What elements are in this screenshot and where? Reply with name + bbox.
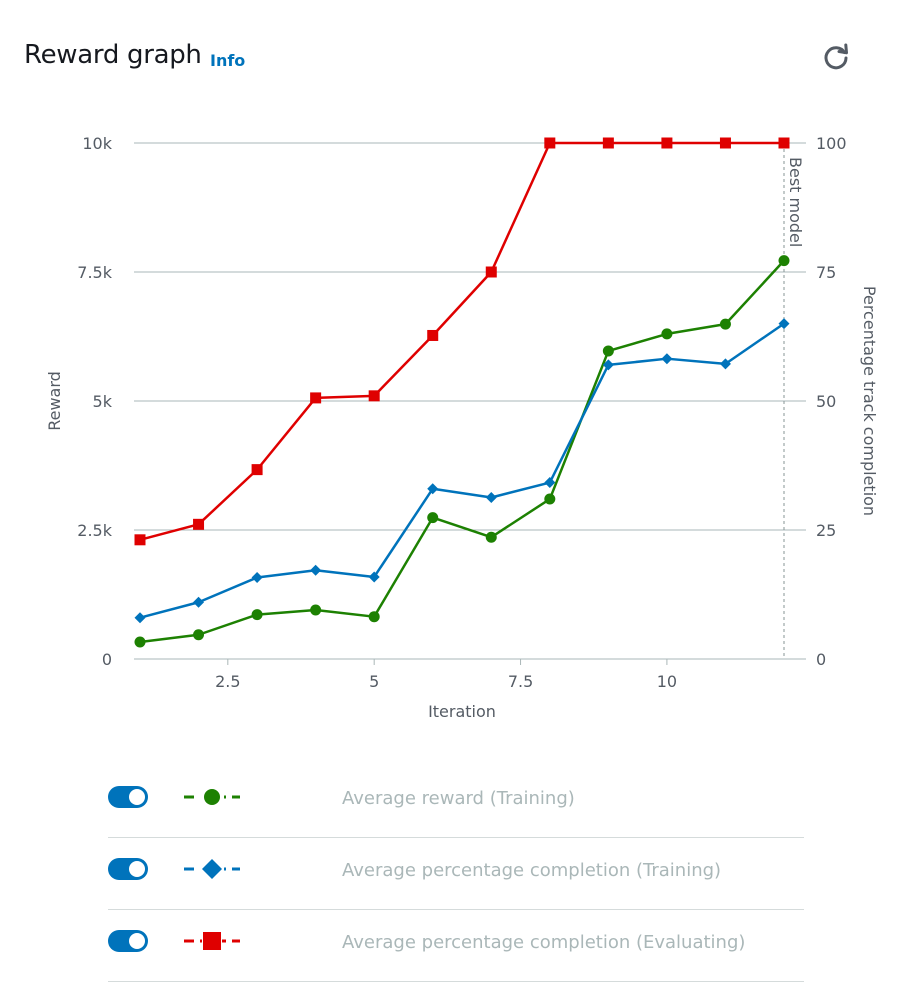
series-line-circle	[139, 259, 785, 644]
y-right-tick-label: 50	[816, 392, 836, 411]
y-right-axis-title: Percentage track completion	[860, 286, 879, 516]
data-point-diamond	[661, 353, 673, 365]
data-point-square	[602, 137, 614, 149]
info-link[interactable]: Info	[210, 51, 246, 70]
data-point-circle	[427, 512, 439, 524]
data-point-diamond	[778, 318, 790, 330]
legend-item-average-reward-training: Average reward (Training)	[108, 766, 804, 838]
data-point-square	[544, 137, 556, 149]
data-point-square	[485, 266, 497, 278]
data-point-diamond	[251, 571, 263, 583]
y-tick-label: 10k	[82, 134, 112, 153]
data-point-diamond	[368, 571, 380, 583]
data-point-diamond	[544, 477, 556, 489]
legend-item-average-percentage-completion-training: Average percentage completion (Training)	[108, 838, 804, 910]
data-point-circle	[134, 636, 146, 648]
series-toggle[interactable]	[108, 786, 148, 808]
y-right-tick-label: 100	[816, 134, 847, 153]
y-axis-title: Reward	[45, 371, 64, 431]
y-right-tick-label: 0	[816, 650, 826, 669]
series-toggle[interactable]	[108, 858, 148, 880]
x-tick-label: 7.5	[508, 672, 533, 691]
y-tick-label: 5k	[93, 392, 113, 411]
data-point-square	[368, 390, 380, 402]
data-point-diamond	[719, 358, 731, 370]
panel-header: Reward graph Info	[24, 40, 884, 80]
x-tick-label: 10	[657, 672, 677, 691]
data-point-circle	[368, 611, 380, 623]
legend-label: Average reward (Training)	[342, 788, 575, 809]
data-point-square	[719, 137, 731, 149]
data-point-square	[134, 534, 146, 546]
data-point-circle	[251, 609, 263, 621]
data-point-circle	[661, 328, 673, 340]
y-right-tick-label: 25	[816, 521, 836, 540]
data-point-diamond	[310, 564, 322, 576]
reward-chart: 0 2.5k 5k 7.5k 10k 0 25 50 75 100 2.5 5 7.5 10 Iterati…	[45, 134, 879, 721]
data-point-square	[427, 329, 439, 341]
data-point-square	[778, 137, 790, 149]
data-point-square	[310, 392, 322, 404]
data-point-diamond	[134, 612, 146, 624]
data-point-diamond	[193, 596, 205, 608]
data-point-diamond	[427, 483, 439, 495]
page-title: Reward graph	[24, 40, 202, 70]
data-point-circle	[544, 493, 556, 505]
data-point-square	[661, 137, 673, 149]
series-line-diamond	[139, 322, 785, 619]
data-point-circle	[719, 318, 731, 330]
refresh-icon[interactable]	[820, 42, 852, 74]
circle-marker-icon	[184, 789, 240, 805]
x-axis-title: Iteration	[428, 702, 496, 721]
data-point-diamond	[485, 491, 497, 503]
y-right-tick-label: 75	[816, 263, 836, 282]
data-point-circle	[602, 345, 614, 357]
chart-legend: Average reward (Training) Average percen…	[108, 766, 804, 982]
y-tick-label: 2.5k	[77, 521, 112, 540]
x-tick-label: 2.5	[215, 672, 240, 691]
x-tick-label: 5	[369, 672, 379, 691]
best-model-label: Best model	[786, 157, 805, 247]
series-toggle[interactable]	[108, 930, 148, 952]
legend-label: Average percentage completion (Evaluatin…	[342, 932, 746, 953]
data-point-circle	[778, 255, 790, 267]
series-line-square	[139, 141, 784, 542]
legend-item-average-percentage-completion-evaluating: Average percentage completion (Evaluatin…	[108, 910, 804, 982]
data-point-square	[251, 464, 263, 476]
y-tick-label: 0	[102, 650, 112, 669]
data-point-diamond	[602, 359, 614, 371]
square-marker-icon	[184, 931, 240, 951]
data-point-circle	[193, 629, 205, 641]
legend-label: Average percentage completion (Training)	[342, 860, 722, 881]
data-point-square	[193, 518, 205, 530]
data-point-circle	[310, 604, 322, 616]
diamond-marker-icon	[184, 859, 240, 879]
data-point-circle	[485, 531, 497, 543]
y-tick-label: 7.5k	[77, 263, 112, 282]
